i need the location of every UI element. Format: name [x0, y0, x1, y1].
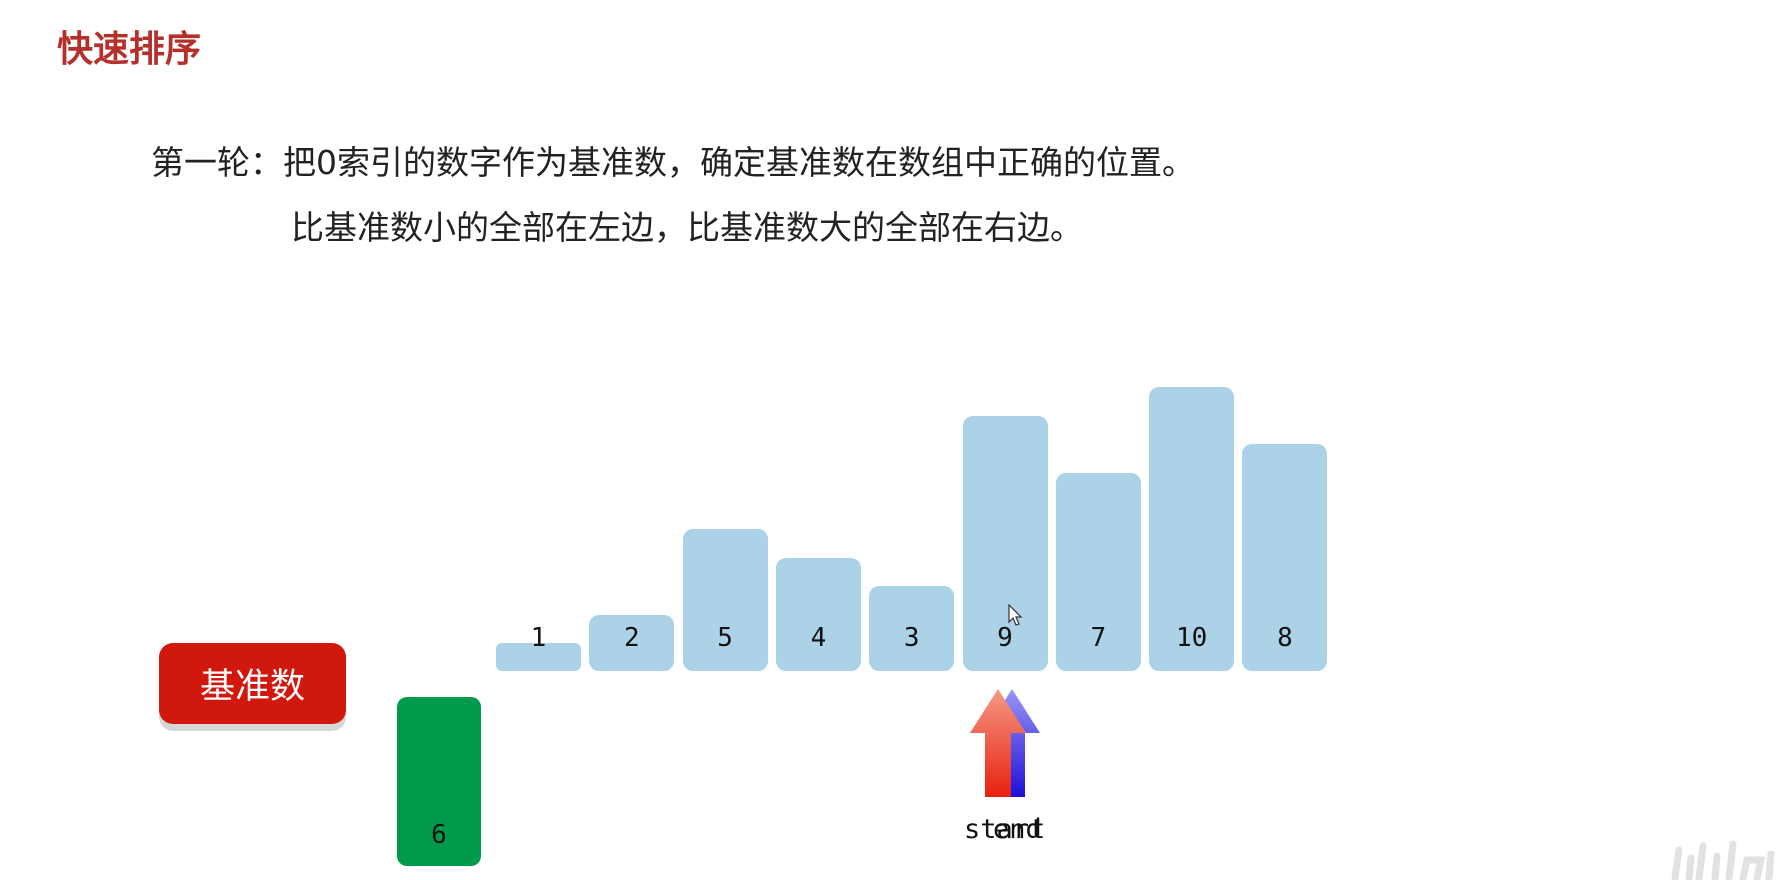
array-bar-label: 2: [623, 623, 640, 653]
array-bar: [1055, 472, 1141, 671]
array-bar-label: 9: [997, 623, 1013, 653]
array-bar-label: 7: [1090, 623, 1107, 653]
array-bar-label: 5: [717, 623, 733, 653]
array-bar: [496, 643, 581, 671]
pivot-button[interactable]: 基准数: [159, 643, 346, 724]
mouse-cursor-icon: [1008, 604, 1023, 626]
description-line-1: 第一轮：把0索引的数字作为基准数，确定基准数在数组中正确的位置。: [151, 143, 1195, 182]
array-bar: [589, 614, 675, 671]
start-pointer-label: start: [964, 814, 1046, 845]
array-bar: [775, 557, 861, 671]
array-bar-label: 8: [1277, 623, 1293, 653]
array-bar: [1149, 387, 1235, 671]
pivot-value: 6: [431, 820, 447, 850]
page-title: 快速排序: [57, 29, 202, 70]
array-bar-label: 3: [903, 623, 920, 653]
array-bar: [1242, 444, 1328, 671]
array-bar-label: 1: [530, 623, 547, 653]
array-bar-label: 4: [810, 623, 827, 653]
start-pointer-arrow: [970, 689, 1026, 797]
array-bar: [869, 586, 955, 671]
pivot-bar: 6: [397, 697, 481, 866]
end-pointer-label: end: [993, 814, 1042, 845]
array-bar: [962, 415, 1048, 671]
array-bar: [682, 529, 768, 671]
watermark-logo-icon: [1671, 840, 1775, 880]
description-line-2: 比基准数小的全部在左边，比基准数大的全部在右边。: [291, 208, 1083, 247]
array-bar-label: 10: [1175, 623, 1208, 653]
